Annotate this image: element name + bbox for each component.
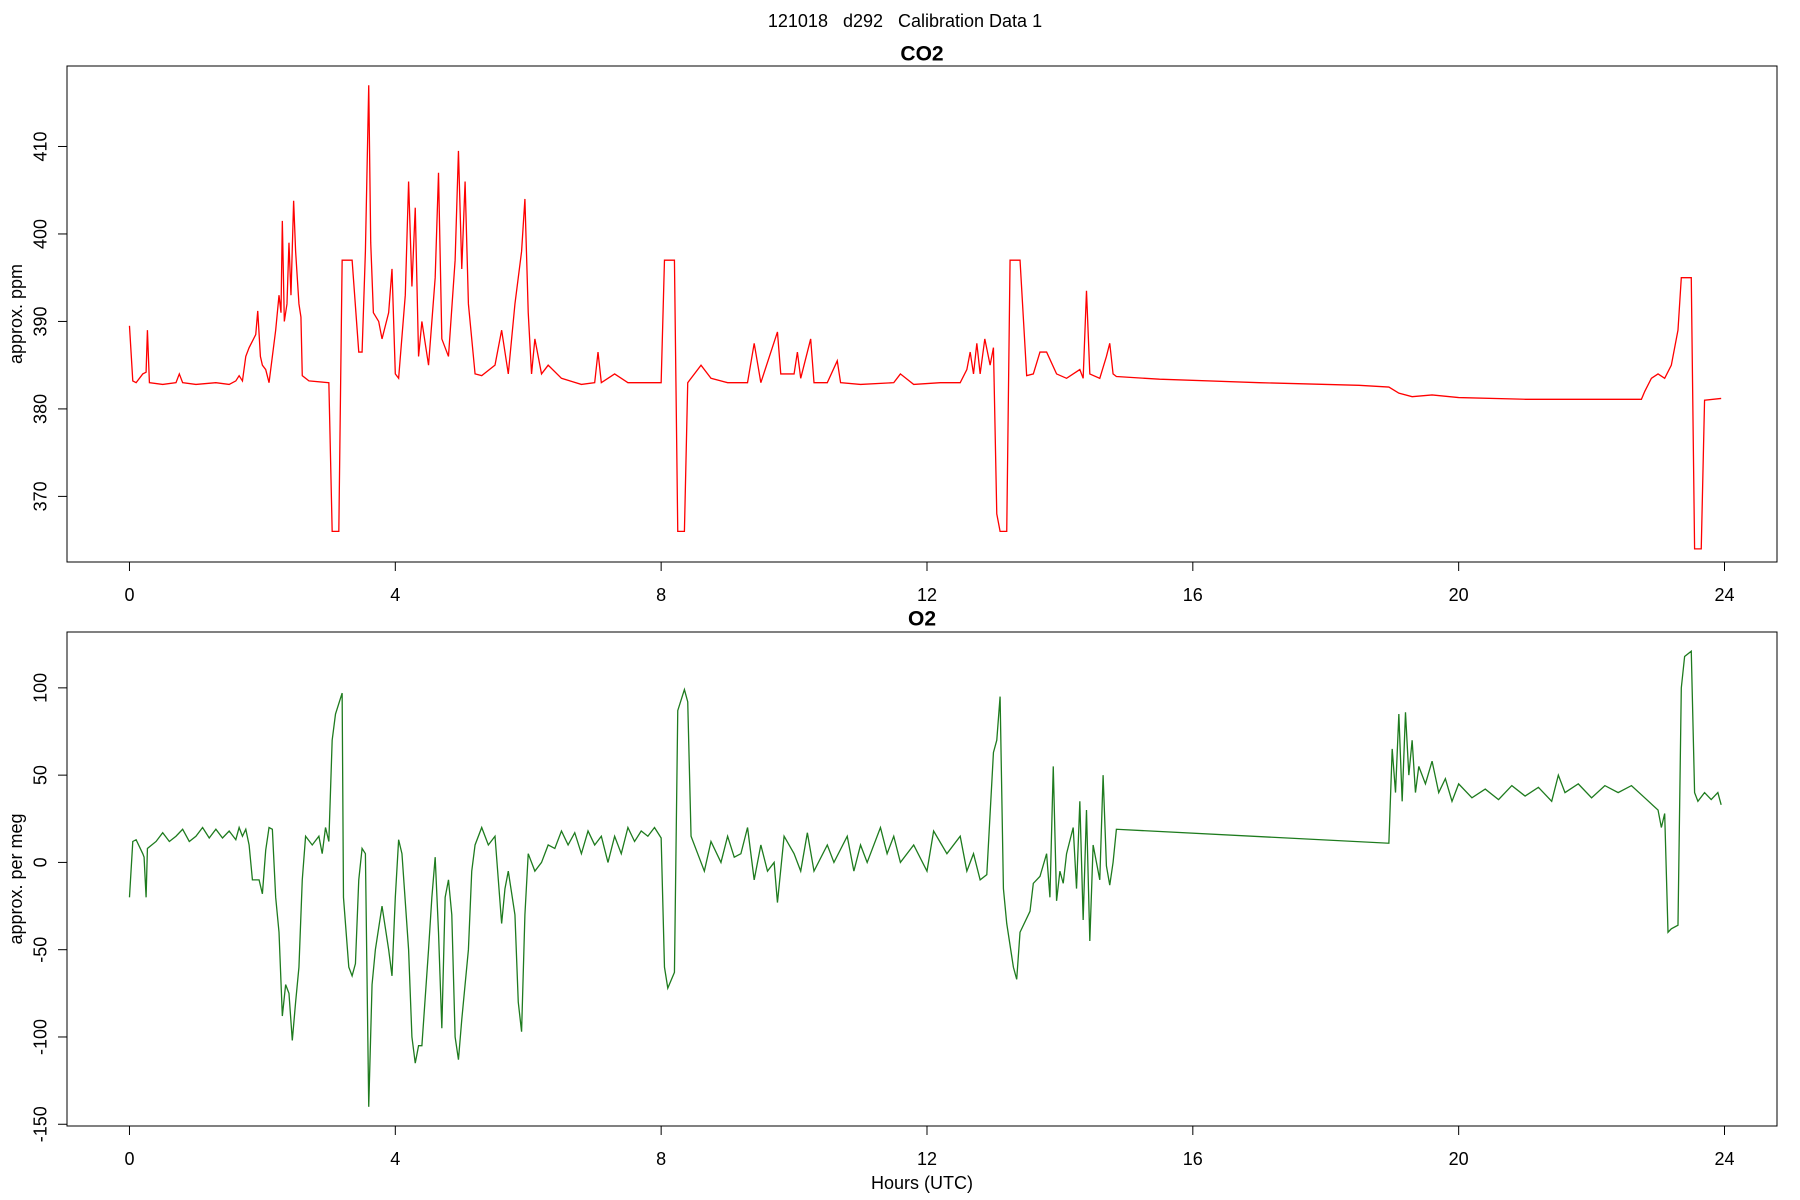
y-tick-label: -100 (31, 1019, 51, 1055)
x-tick-label: 12 (917, 1149, 937, 1169)
plot-frame (66, 65, 1778, 563)
x-tick-label: 8 (656, 585, 666, 605)
x-tick-label: 0 (124, 585, 134, 605)
x-tick-label: 4 (390, 1149, 400, 1169)
page-title: 121018 d292 Calibration Data 1 (768, 11, 1042, 31)
x-tick-label: 16 (1183, 585, 1203, 605)
y-axis-label: approx. ppm (6, 264, 26, 364)
x-tick-label: 16 (1183, 1149, 1203, 1169)
x-axis-label: Hours (UTC) (871, 1173, 973, 1193)
x-tick-label: 4 (390, 585, 400, 605)
y-tick-label: 410 (31, 131, 51, 161)
x-tick-label: 8 (656, 1149, 666, 1169)
y-tick-label: 390 (31, 306, 51, 336)
panel-title: O2 (908, 608, 936, 631)
x-tick-label: 24 (1714, 585, 1734, 605)
y-tick-label: 50 (31, 765, 51, 785)
panel-title: CO2 (900, 43, 943, 66)
y-tick-label: 370 (31, 481, 51, 511)
y-tick-label: 380 (31, 394, 51, 424)
y-tick-label: 100 (31, 673, 51, 703)
y-tick-label: -150 (31, 1106, 51, 1142)
x-tick-label: 12 (917, 585, 937, 605)
x-tick-label: 24 (1714, 1149, 1734, 1169)
x-tick-label: 0 (124, 1149, 134, 1169)
x-tick-label: 20 (1449, 585, 1469, 605)
data-line (128, 85, 1722, 550)
y-axis-label: approx. per meg (6, 813, 26, 944)
plot-frame (66, 631, 1778, 1127)
x-tick-label: 20 (1449, 1149, 1469, 1169)
y-tick-label: -50 (31, 937, 51, 963)
data-line (128, 649, 1722, 1107)
y-tick-label: 0 (31, 857, 51, 867)
y-tick-label: 400 (31, 219, 51, 249)
